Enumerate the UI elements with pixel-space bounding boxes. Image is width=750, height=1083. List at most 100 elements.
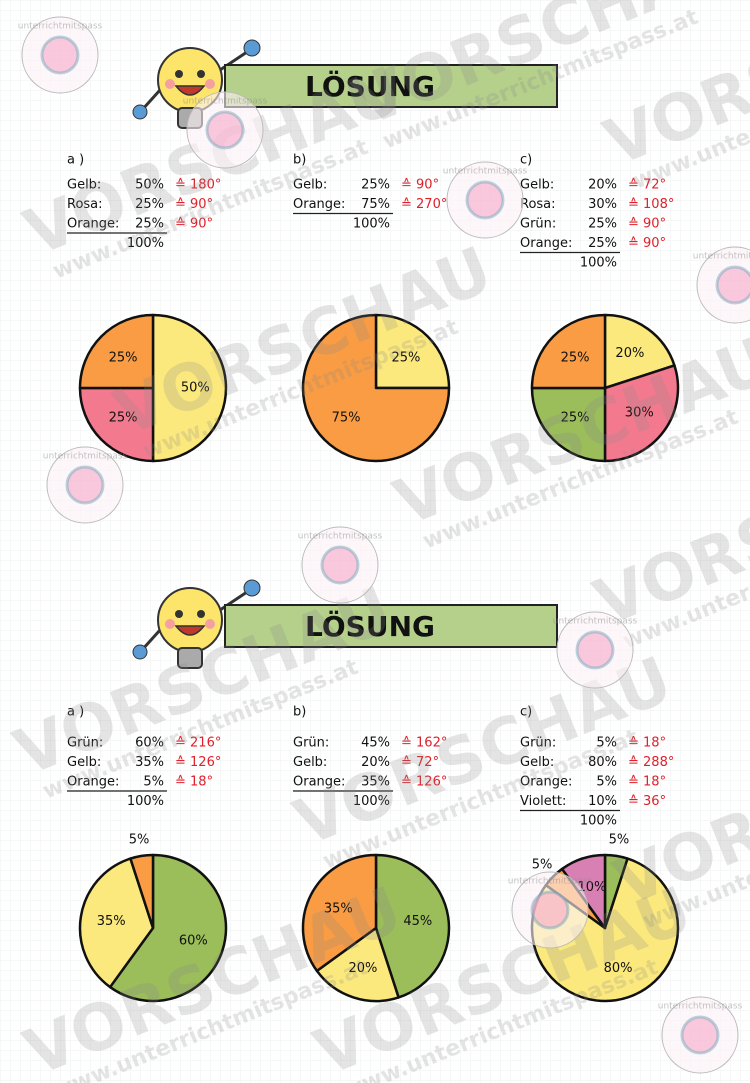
row-degree: ≙ 288° xyxy=(628,755,674,770)
row-percent: 35% xyxy=(361,775,390,790)
row-percent: 20% xyxy=(361,755,390,770)
row-name: Rosa: xyxy=(520,197,556,212)
logo-flower xyxy=(680,1015,720,1055)
logo-text: unterrichtmitspass xyxy=(443,167,528,177)
pie-label: 80% xyxy=(604,961,633,976)
title-banner xyxy=(224,604,558,648)
logo-flower xyxy=(575,630,615,670)
row-name: Gelb: xyxy=(67,178,101,193)
row-percent: 25% xyxy=(588,217,617,232)
pie-label: 30% xyxy=(625,405,654,420)
row-degree: ≙ 72° xyxy=(401,755,439,770)
part-label: b) xyxy=(293,705,306,720)
row-degree: ≙ 90° xyxy=(401,178,439,193)
total: 100% xyxy=(353,217,390,232)
logo-flower xyxy=(715,265,750,305)
pie-slice xyxy=(530,313,607,390)
row-name: Orange: xyxy=(67,775,119,790)
pie-label: 5% xyxy=(129,833,150,848)
pie-slice xyxy=(78,313,155,390)
row-degree: ≙ 72° xyxy=(628,178,666,193)
row-degree: ≙ 18° xyxy=(628,775,666,790)
pie-slice xyxy=(151,313,228,463)
pie-label: 25% xyxy=(561,410,590,425)
pie-slice xyxy=(301,853,378,973)
title-banner xyxy=(224,64,558,108)
logo-flower xyxy=(320,545,360,585)
section-title: LÖSUNG xyxy=(305,609,435,643)
pie-slice xyxy=(78,386,155,463)
row-degree: ≙ 108° xyxy=(628,197,674,212)
row-name: Violett: xyxy=(520,794,566,809)
total: 100% xyxy=(127,794,164,809)
row-degree: ≙ 126° xyxy=(175,755,221,770)
pie-label: 5% xyxy=(532,858,553,873)
logo-text: unterrichtmitspass xyxy=(18,22,103,32)
row-name: Grün: xyxy=(67,736,103,751)
row-name: Orange: xyxy=(293,197,345,212)
total: 100% xyxy=(580,814,617,829)
row-percent: 75% xyxy=(361,197,390,212)
row-percent: 5% xyxy=(596,736,617,751)
content: LÖSUNG a ) Gelb: 50% ≙ 180° Rosa: 25% ≙ 90° Oran… xyxy=(67,38,680,1003)
pie-label: 25% xyxy=(561,351,590,366)
row-percent: 60% xyxy=(135,736,164,751)
row-degree: ≙ 90° xyxy=(628,236,666,251)
pie-label: 20% xyxy=(615,346,644,361)
row-degree: ≙ 18° xyxy=(628,736,666,751)
logo-text: unterrichtmitspass xyxy=(43,452,128,462)
pie-slice xyxy=(603,364,680,463)
row-percent: 25% xyxy=(588,236,617,251)
part-label: a ) xyxy=(67,705,84,720)
pie-label: 5% xyxy=(609,833,630,848)
pie-label: 45% xyxy=(403,914,432,929)
logo-text: unterrichtmitspass xyxy=(298,532,383,542)
pie-slice xyxy=(301,313,451,463)
logo-flower xyxy=(530,890,570,930)
pie-slice xyxy=(603,313,676,390)
pie-slice xyxy=(530,386,607,463)
row-degree: ≙ 90° xyxy=(175,197,213,212)
pie-slice xyxy=(129,853,155,930)
pie-label: 25% xyxy=(109,410,138,425)
row-degree: ≙ 180° xyxy=(175,178,221,193)
total: 100% xyxy=(127,236,164,251)
section: LÖSUNG a ) Gelb: 50% ≙ 180° Rosa: 25% ≙ 90° Oran… xyxy=(67,38,680,463)
row-degree: ≙ 36° xyxy=(628,794,666,809)
pie-slice xyxy=(78,857,155,989)
pie-slice xyxy=(374,853,451,999)
row-percent: 50% xyxy=(135,178,164,193)
part-label: c) xyxy=(520,705,532,720)
row-percent: 25% xyxy=(135,217,164,232)
row-name: Orange: xyxy=(520,236,572,251)
pie-label: 20% xyxy=(348,961,377,976)
row-percent: 35% xyxy=(135,755,164,770)
row-name: Gelb: xyxy=(520,755,554,770)
pie-slice xyxy=(374,313,451,390)
pie-label: 35% xyxy=(97,914,126,929)
part-label: b) xyxy=(293,153,306,168)
row-name: Grün: xyxy=(520,217,556,232)
logo-text: unterrichtmitspass xyxy=(658,1002,743,1012)
row-degree: ≙ 162° xyxy=(401,736,447,751)
logo-flower xyxy=(465,180,505,220)
row-degree: ≙ 216° xyxy=(175,736,221,751)
pie-label: 75% xyxy=(332,410,361,425)
row-percent: 25% xyxy=(135,197,164,212)
row-degree: ≙ 18° xyxy=(175,775,213,790)
row-percent: 45% xyxy=(361,736,390,751)
row-name: Grün: xyxy=(293,736,329,751)
pie-label: 60% xyxy=(179,934,208,949)
pie-slice xyxy=(108,853,228,1003)
row-name: Orange: xyxy=(67,217,119,232)
logo-flower xyxy=(65,465,105,505)
row-name: Gelb: xyxy=(520,178,554,193)
row-percent: 30% xyxy=(588,197,617,212)
row-percent: 5% xyxy=(596,775,617,790)
part-label: c) xyxy=(520,153,532,168)
logo-text: unterrichtmitspass xyxy=(183,97,268,107)
logo-flower xyxy=(40,35,80,75)
pie-label: 10% xyxy=(577,880,606,895)
row-percent: 20% xyxy=(588,178,617,193)
